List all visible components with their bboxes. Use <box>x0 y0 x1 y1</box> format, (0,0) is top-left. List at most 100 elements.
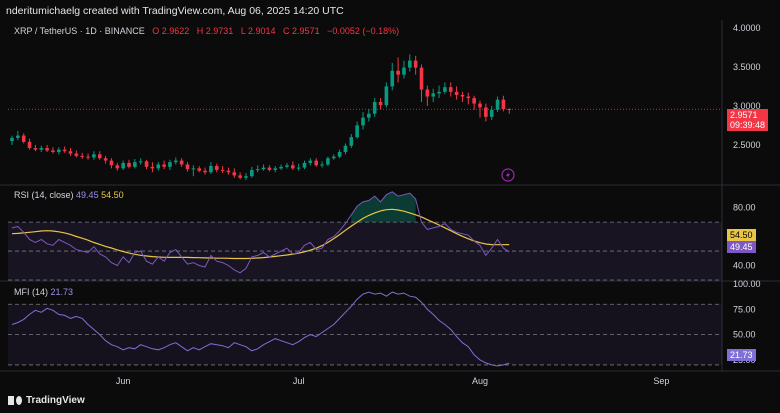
candle-body <box>291 165 295 169</box>
mfi-tag: 21.73 <box>727 349 756 361</box>
candle-body <box>489 109 494 117</box>
candle-body <box>267 167 272 170</box>
candle-body <box>150 166 155 169</box>
change-value: −0.0052 (−0.18%) <box>327 26 400 36</box>
mfi-legend-label[interactable]: MFI (14) <box>14 287 49 297</box>
last-price-value: 2.9571 <box>730 110 758 120</box>
candle-body <box>179 160 184 165</box>
candle-body <box>355 125 359 138</box>
symbol-label[interactable]: XRP / TetherUS · 1D · BINANCE <box>14 26 145 36</box>
candle-body <box>97 154 102 159</box>
candle-body <box>127 162 131 167</box>
candle-body <box>314 160 318 166</box>
candle-body <box>396 70 400 75</box>
candle-body <box>331 156 336 159</box>
lightning-bolt-icon <box>506 171 510 179</box>
candle-body <box>21 135 26 142</box>
candle-body <box>501 99 506 110</box>
candle-body <box>62 149 67 152</box>
lightning-badge-icon <box>501 168 515 182</box>
candle-body <box>448 87 453 92</box>
price-axis-tick: 4.0000 <box>733 23 761 33</box>
tradingview-logo[interactable]: TradingView <box>8 395 85 406</box>
tradingview-brand-text: TradingView <box>26 395 85 406</box>
last-price-tag: 2.9571 09:39:48 <box>727 109 769 131</box>
price-legend: XRP / TetherUS · 1D · BINANCE O 2.9622 H… <box>14 26 399 36</box>
candle-body <box>244 176 248 178</box>
candle-body <box>86 156 90 158</box>
rsi-axis-tick: 80.00 <box>733 203 756 213</box>
candle-body <box>273 168 278 170</box>
candle-body <box>133 162 137 167</box>
rsi-overbought-fill <box>351 191 416 223</box>
candle-body <box>261 167 266 170</box>
candle-body <box>308 160 313 163</box>
candle-body <box>408 60 412 68</box>
rsi-legend-value: 49.45 <box>76 190 99 200</box>
mfi-axis-tick: 100.00 <box>733 279 761 289</box>
candle-body <box>92 154 96 158</box>
low-value: L 2.9014 <box>240 26 276 36</box>
candle-body <box>226 170 231 173</box>
candle-body <box>156 164 161 169</box>
rsi-line <box>11 191 510 274</box>
candle-body <box>162 164 166 167</box>
candle-body <box>279 166 283 169</box>
candle-body <box>413 60 418 68</box>
candle-body <box>138 161 143 163</box>
rsi-axis-tick: 40.00 <box>733 261 756 271</box>
rsi-tag: 49.45 <box>727 241 756 253</box>
candle-body <box>507 109 512 111</box>
candle-body <box>454 91 459 95</box>
price-axis-tick: 3.0000 <box>733 101 761 111</box>
x-axis-tick: Sep <box>653 376 669 386</box>
mfi-legend: MFI (14) 21.73 <box>14 287 73 297</box>
candle-body <box>361 117 365 126</box>
rsi-ma-line <box>11 208 510 260</box>
candle-body <box>466 96 471 99</box>
candle-body <box>33 148 38 150</box>
candle-body <box>197 168 201 171</box>
candle-body <box>349 137 354 146</box>
candle-body <box>39 148 44 150</box>
candle-body <box>367 113 371 118</box>
candle-body <box>80 155 84 157</box>
mfi-legend-value: 21.73 <box>50 287 74 297</box>
candle-body <box>250 169 254 177</box>
candle-body <box>326 158 330 165</box>
candle-body <box>109 160 114 166</box>
candle-body <box>472 98 476 104</box>
candle-body <box>419 67 424 90</box>
candle-body <box>232 172 237 176</box>
candle-body <box>103 158 108 161</box>
candle-body <box>478 103 482 108</box>
tradingview-logo-icon <box>8 396 22 405</box>
candle-body <box>402 67 406 75</box>
close-value: C 2.9571 <box>283 26 320 36</box>
candle-body <box>384 86 389 106</box>
candle-body <box>220 169 225 171</box>
candle-body <box>255 169 260 171</box>
candle-body <box>343 145 348 152</box>
candle-body <box>45 148 49 151</box>
candle-body <box>431 93 435 97</box>
candle-body <box>203 170 207 173</box>
rsi-ma-legend-value: 54.50 <box>101 190 124 200</box>
rsi-legend-label[interactable]: RSI (14, close) <box>14 190 74 200</box>
candle-body <box>296 167 301 169</box>
candle-body <box>51 150 55 152</box>
candle-body <box>378 102 383 106</box>
candle-body <box>68 151 73 154</box>
open-value: O 2.9622 <box>152 26 190 36</box>
candle-body <box>209 166 213 173</box>
candle-body <box>337 151 342 157</box>
candle-body <box>302 162 307 168</box>
candle-body <box>74 153 79 156</box>
candle-body <box>174 160 178 163</box>
x-axis-tick: Jun <box>116 376 131 386</box>
candle-body <box>372 102 377 114</box>
mfi-axis-tick: 75.00 <box>733 304 756 314</box>
price-axis-tick: 2.5000 <box>733 140 761 150</box>
candle-body <box>495 99 500 110</box>
